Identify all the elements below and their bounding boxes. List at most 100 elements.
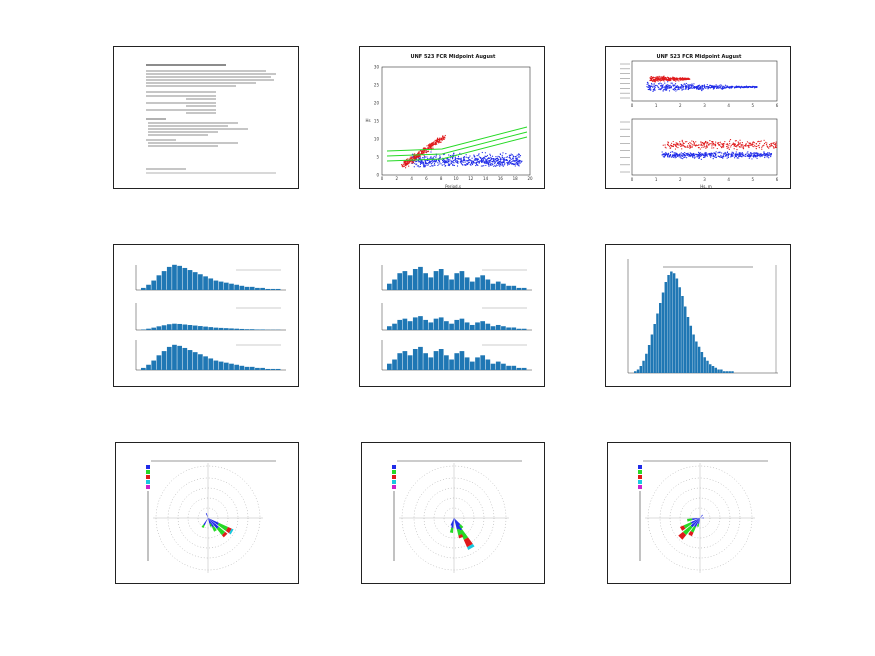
rose-petal [225,526,232,534]
scatter-point-blue [726,151,729,153]
scatter-point-blue [672,156,674,159]
scatter-point-blue [723,87,725,89]
histogram-bar [166,324,172,330]
scatter-point-blue [691,155,693,158]
scatter-point-blue [478,162,480,164]
scatter-point-red [420,150,423,152]
scatter-point-blue [715,156,717,158]
scatter-point-red [719,141,721,143]
scatter-point-blue [732,151,734,154]
histogram-bar [642,360,645,373]
scatter-point-blue [478,154,480,156]
scatter-point-red [714,145,717,147]
x-tick-label: 6 [425,176,428,181]
histogram-bar [392,359,397,370]
scatter-point-blue [722,153,725,155]
scatter-point-blue [492,163,494,165]
scatter-point-blue [732,154,734,156]
scatter-point-blue [709,155,711,157]
scatter-point-blue [712,154,714,157]
scatter-point-blue [675,156,677,158]
scatter-point-red [430,147,432,150]
scatter-point-blue [448,164,451,166]
scatter-point-blue [664,154,667,156]
scatter-point-blue [702,156,705,159]
histogram-bar [249,366,255,370]
histogram-bar [485,323,491,330]
scatter-point-blue [485,158,487,160]
scatter-point-red [728,148,730,150]
histogram-bar [686,317,690,373]
histogram-bar [506,285,511,290]
scatter-point-blue [732,155,734,157]
histogram-bar [392,279,397,290]
scatter-point-blue [706,155,708,157]
scatter-point-red [649,79,651,82]
x-tick-label: 18 [513,176,519,181]
scatter-point-blue [658,83,660,85]
scatter-point-blue [666,154,668,156]
histogram-bar [418,316,423,330]
histogram-bar [255,329,260,330]
scatter-point-red [681,139,683,141]
scatter-point-blue [700,154,703,156]
scatter-point-blue [750,153,752,155]
scatter-point-red [656,78,658,80]
scatter-point-blue [672,151,674,153]
scatter-point-blue [709,87,711,89]
scatter-point-blue [687,88,689,90]
scatter-point-blue [439,162,441,164]
scatter-point-blue [693,85,696,88]
scatter-point-blue [685,85,687,88]
scatter-point-blue [661,87,663,89]
scatter-point-blue [691,153,693,155]
scatter-point-blue [429,165,431,168]
histogram-bar [187,350,193,370]
histogram-bar [469,281,475,290]
scatter-point-blue [422,163,424,165]
scatter-point-blue [677,86,680,88]
scatter-point-blue [682,157,684,160]
scatter-point-red [708,143,710,145]
y-tick-label: 10 [374,137,380,142]
scatter-point-blue [661,151,663,153]
histogram-bar [661,292,665,373]
scatter-point-blue [473,159,475,161]
scatter-point-blue [461,161,463,163]
scatter-point-blue [667,81,669,83]
x-tick-label: 1 [655,177,658,182]
x-tick-label: 14 [483,176,489,181]
histogram-bar [464,357,470,370]
scatter-point-red [680,79,682,81]
scatter-point-red [667,78,669,80]
x-tick-label: 2 [679,103,682,108]
scatter-point-red [732,143,735,145]
scatter-point-red [678,144,680,146]
scatter-point-blue [753,152,755,154]
scatter-point-blue [704,152,706,154]
scatter-point-blue [515,162,518,164]
histogram-bar [208,327,214,330]
scatter-point-red [706,143,708,145]
scatter-point-red [681,140,683,143]
scatter-point-red [660,79,663,82]
scatter-point-blue [471,163,474,166]
scatter-point-blue [664,82,666,84]
legend-swatch [392,470,396,474]
scatter-point-red [666,76,669,78]
scatter-point-blue [416,165,418,167]
scatter-point-blue [756,153,759,155]
scatter-point-blue [516,160,518,162]
scatter-point-blue [460,162,462,164]
histogram-bar [433,318,439,330]
scatter-point-red [440,138,442,140]
scatter-point-blue [664,89,666,91]
wind-rose-1 [146,460,276,573]
histogram-bar [260,329,265,330]
scatter-point-red [664,77,666,80]
scatter-point-blue [511,157,514,159]
scatter-point-blue [432,165,434,167]
scatter-point-red [742,147,744,149]
scatter-point-blue [466,159,468,162]
scatter-point-blue [424,164,426,167]
